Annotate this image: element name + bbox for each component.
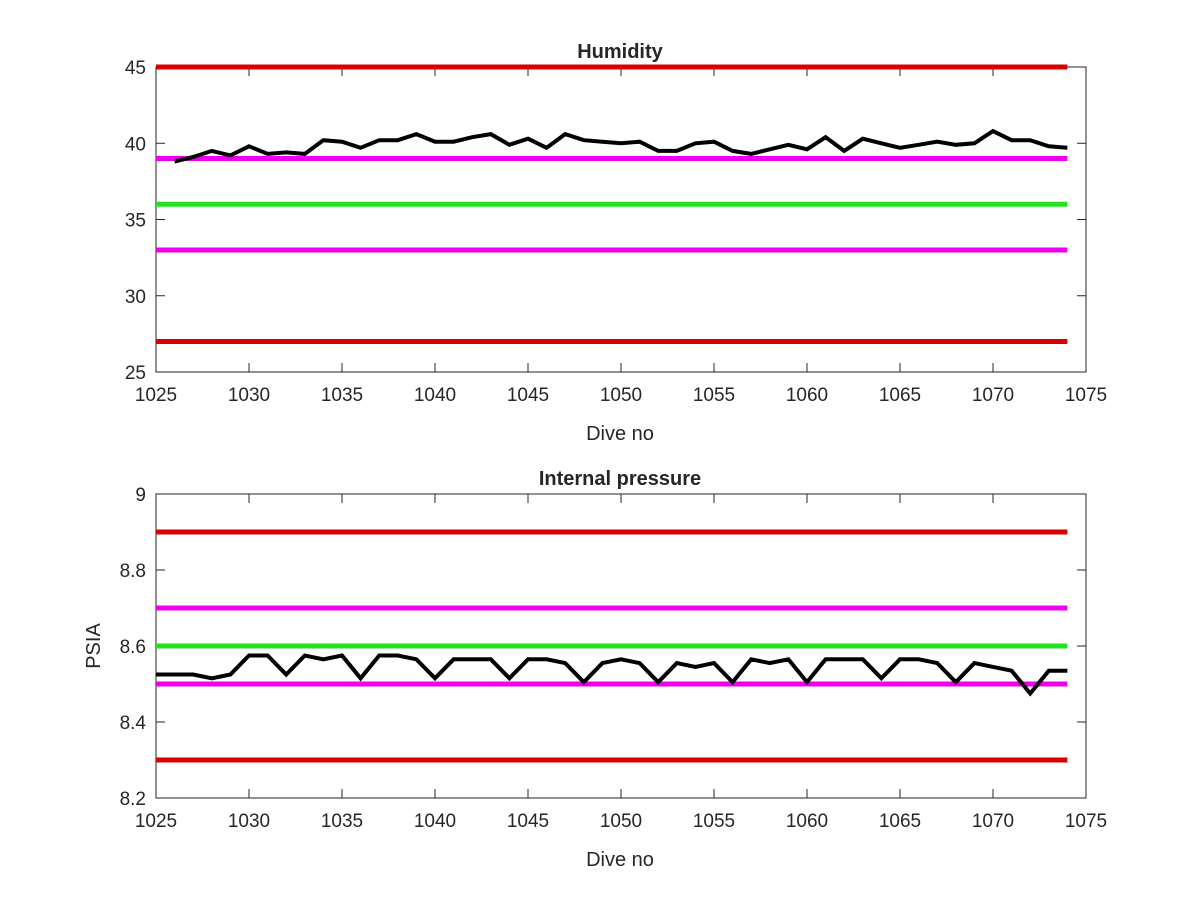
x-tick-label: 1075 bbox=[1065, 385, 1107, 406]
x-tick-label: 1055 bbox=[693, 385, 735, 406]
x-axis-label: Dive no bbox=[586, 849, 654, 871]
y-axis-label: PSIA bbox=[83, 623, 105, 669]
y-tick-label: 8.6 bbox=[120, 637, 146, 658]
x-tick-label: 1035 bbox=[321, 811, 363, 832]
axes-box bbox=[156, 67, 1086, 372]
x-tick-label: 1070 bbox=[972, 385, 1014, 406]
x-tick-label: 1075 bbox=[1065, 811, 1107, 832]
y-tick-label: 30 bbox=[125, 287, 146, 308]
x-tick-label: 1070 bbox=[972, 811, 1014, 832]
x-axis-label: Dive no bbox=[586, 423, 654, 445]
y-tick-label: 35 bbox=[125, 211, 146, 232]
y-tick-label: 9 bbox=[135, 485, 146, 506]
x-tick-label: 1050 bbox=[600, 811, 642, 832]
x-tick-label: 1065 bbox=[879, 811, 921, 832]
x-tick-label: 1025 bbox=[135, 385, 177, 406]
y-tick-label: 8.8 bbox=[120, 561, 146, 582]
x-tick-label: 1025 bbox=[135, 811, 177, 832]
y-tick-label: 25 bbox=[125, 363, 146, 384]
chart-title: Internal pressure bbox=[539, 468, 701, 490]
y-tick-label: 45 bbox=[125, 58, 146, 79]
y-tick-label: 8.2 bbox=[120, 789, 146, 810]
x-tick-label: 1060 bbox=[786, 811, 828, 832]
x-tick-label: 1030 bbox=[228, 811, 270, 832]
humidity-panel: Humidity Dive no 1025 1030 1035 1040 1045 105… bbox=[125, 41, 1107, 445]
x-tick-label: 1065 bbox=[879, 385, 921, 406]
x-tick-label: 1055 bbox=[693, 811, 735, 832]
x-tick-label: 1045 bbox=[507, 811, 549, 832]
internal-pressure-panel: Internal pressure Dive no PSIA 1025 1030 1… bbox=[83, 468, 1107, 871]
x-tick-label: 1050 bbox=[600, 385, 642, 406]
x-tick-label: 1045 bbox=[507, 385, 549, 406]
x-tick-label: 1060 bbox=[786, 385, 828, 406]
series-line bbox=[156, 656, 1067, 694]
x-tick-label: 1035 bbox=[321, 385, 363, 406]
y-tick-label: 8.4 bbox=[120, 713, 147, 734]
x-tick-label: 1030 bbox=[228, 385, 270, 406]
y-tick-label: 40 bbox=[125, 134, 146, 155]
x-tick-label: 1040 bbox=[414, 385, 456, 406]
chart-title: Humidity bbox=[577, 41, 663, 63]
x-tick-label: 1040 bbox=[414, 811, 456, 832]
